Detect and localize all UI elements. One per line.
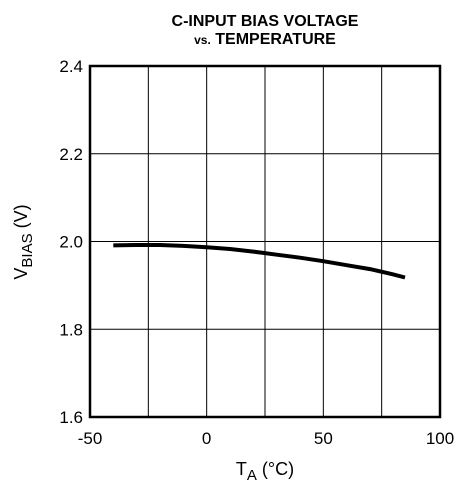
y-tick-label: 1.8	[59, 320, 83, 339]
x-axis-label: TA (°C)	[236, 459, 294, 484]
x-axis-label-unit: (°C)	[257, 459, 294, 479]
x-tick-label: 0	[202, 429, 211, 448]
chart-title-rest: TEMPERATURE	[211, 31, 336, 48]
x-axis-label-sub: A	[247, 467, 257, 484]
y-tick-label: 2.4	[59, 57, 83, 76]
x-tick-label: 50	[314, 429, 333, 448]
y-axis-label-sub: BIAS	[19, 233, 36, 267]
chart-title-vs: vs.	[194, 33, 211, 47]
chart-title-line2: vs. TEMPERATURE	[194, 31, 336, 48]
y-tick-label: 1.6	[59, 408, 83, 427]
plot-frame	[88, 64, 442, 419]
x-axis-label-main: T	[236, 459, 247, 479]
y-tick-label: 2.0	[59, 233, 83, 252]
series-layer	[113, 243, 406, 280]
x-tick-label: 100	[426, 429, 454, 448]
grid	[89, 65, 441, 418]
x-tick-label: -50	[78, 429, 103, 448]
y-axis-label-unit: (V)	[11, 204, 31, 233]
chart-title-line1: C-INPUT BIAS VOLTAGE	[172, 13, 359, 30]
series-line	[113, 243, 406, 280]
y-axis-label: VBIAS (V)	[11, 204, 36, 279]
y-tick-label: 2.2	[59, 145, 83, 164]
y-axis-label-main: V	[11, 268, 31, 280]
tick-labels: -50 0 50 100 1.6 1.8 2.0 2.2 2.4	[59, 57, 454, 448]
